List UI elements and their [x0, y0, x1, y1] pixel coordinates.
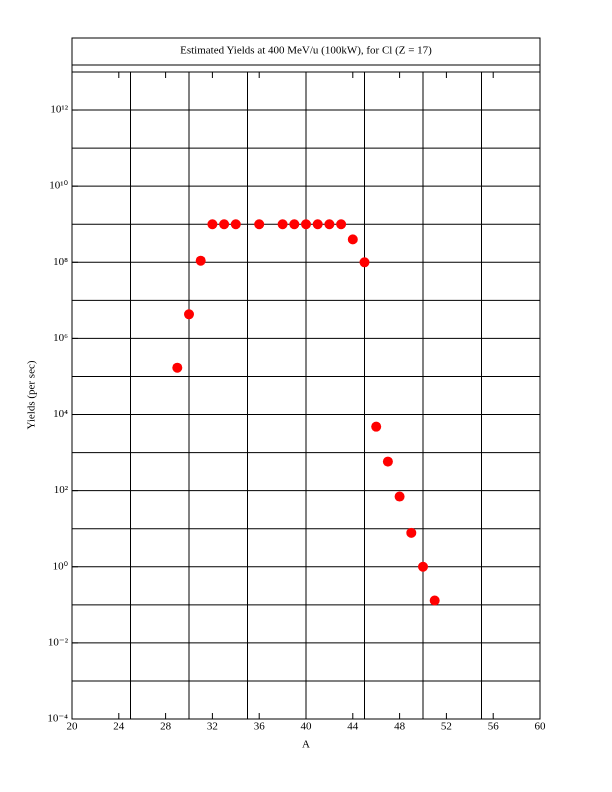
y-tick-label: 10¹²	[50, 104, 68, 116]
point	[207, 219, 218, 230]
y-tick-label: 10²	[54, 484, 69, 496]
y-tick-label: 10⁻²	[48, 636, 69, 648]
x-tick-label: 20	[67, 721, 79, 733]
x-tick-label: 44	[347, 721, 359, 733]
x-tick-label: 32	[207, 721, 218, 733]
y-axis-label: Yields (per sec)	[26, 360, 38, 429]
point	[371, 421, 382, 432]
y-tick-label: 10⁻⁴	[47, 713, 68, 725]
point	[289, 219, 300, 230]
x-axis-label: A	[302, 739, 310, 751]
x-tick-label: 48	[394, 721, 406, 733]
point	[301, 219, 311, 230]
point	[219, 219, 230, 230]
point	[230, 219, 241, 230]
point	[406, 527, 417, 538]
y-tick-label: 10¹⁰	[49, 180, 68, 192]
x-tick-label: 36	[254, 721, 266, 733]
point	[359, 257, 370, 268]
x-tick-label: 40	[301, 721, 313, 733]
x-tick-label: 28	[160, 721, 172, 733]
point	[172, 362, 183, 373]
x-tick-label: 60	[535, 721, 547, 733]
y-tick-label: 10⁴	[53, 408, 68, 420]
point	[336, 219, 347, 230]
point	[382, 456, 393, 467]
point	[195, 255, 206, 266]
point	[418, 561, 428, 572]
y-tick-label: 10⁸	[53, 256, 68, 268]
point	[429, 595, 440, 606]
point	[324, 219, 335, 230]
point	[394, 491, 405, 502]
chart-title: Estimated Yields at 400 MeV/u (100kW), f…	[180, 45, 432, 57]
point	[277, 219, 288, 230]
x-tick-label: 24	[113, 721, 125, 733]
x-tick-label: 56	[488, 721, 500, 733]
y-tick-label: 10⁶	[53, 332, 68, 344]
y-tick-label: 10⁰	[53, 560, 69, 572]
point	[347, 234, 358, 245]
point	[184, 309, 194, 320]
point	[254, 219, 265, 230]
x-tick-label: 52	[441, 721, 452, 733]
point	[312, 219, 323, 230]
